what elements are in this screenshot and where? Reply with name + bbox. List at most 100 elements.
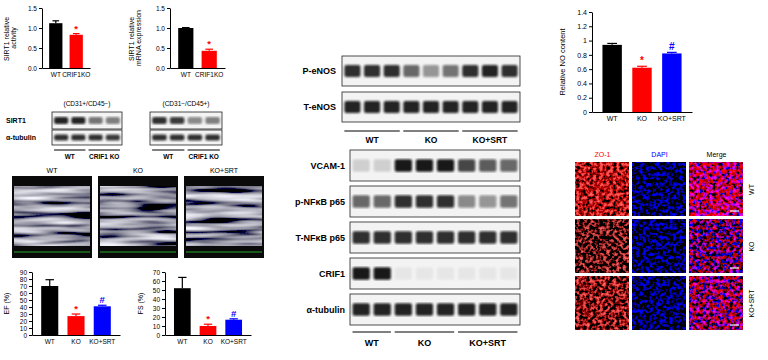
group-line	[89, 150, 120, 151]
if-image	[689, 162, 743, 216]
group-line	[353, 332, 391, 333]
group-label: KO+SRT	[469, 338, 506, 348]
y-tick: 50	[153, 287, 165, 294]
blot-frame	[350, 186, 520, 217]
blot-band	[54, 135, 68, 141]
bar-chart: 0.00.51.01.5WTCRIF1KO*SIRT1 relative act…	[3, 5, 91, 78]
blot-band	[479, 159, 496, 171]
error-bar	[98, 305, 107, 306]
blot-band	[403, 65, 419, 77]
error-bar	[73, 34, 80, 35]
tick-label: 70	[153, 269, 161, 276]
blot-row-label: α-tubulin	[306, 305, 345, 315]
tick-mark	[589, 41, 592, 42]
error-cap	[178, 277, 186, 278]
y-axis: 0.00.51.01.5	[28, 5, 43, 72]
tick-mark	[589, 12, 592, 13]
blot-band	[374, 195, 391, 207]
y-tick: 60	[153, 278, 165, 285]
if-image	[575, 219, 629, 273]
tick-label: WT	[181, 71, 191, 78]
tick-label: KO+SRT	[221, 338, 247, 345]
plot-area	[49, 21, 83, 68]
plot-area	[602, 43, 681, 112]
blot-band	[500, 195, 517, 207]
significance: *	[74, 303, 78, 314]
blot-band	[71, 135, 85, 141]
y-tick: 70	[20, 283, 32, 290]
blot-band	[106, 117, 120, 124]
x-axis-line	[33, 335, 121, 336]
x-tick: WT	[51, 71, 61, 78]
tick-mark	[29, 293, 32, 294]
western-blot: SIRT1α-tubulin(CD31+/CD45−)WTCRIF1 KO(CD…	[6, 100, 222, 160]
group-label: WT	[365, 338, 379, 348]
y-axis: 010203040506070	[153, 269, 166, 339]
significance: *	[74, 23, 78, 34]
y-tick: 0	[23, 332, 32, 339]
group-label: WT	[65, 153, 75, 160]
blot-band	[443, 101, 459, 113]
blot-band	[416, 159, 433, 171]
error-stem	[182, 277, 183, 288]
blot-band	[353, 159, 370, 171]
y-tick: 20	[153, 314, 165, 321]
blot-band	[188, 117, 203, 124]
tick-label: WT	[607, 115, 619, 122]
y-tick: 10	[20, 325, 32, 332]
tick-label: 50	[20, 297, 28, 304]
y-tick: 1.4	[577, 9, 592, 16]
tick-mark	[39, 68, 42, 69]
tick-label: KO	[203, 338, 212, 345]
tick-mark	[162, 281, 165, 282]
tick-label: 60	[153, 278, 161, 285]
tick-mark	[167, 48, 170, 49]
y-axis: 00.20.40.60.811.21.4	[577, 9, 592, 116]
tick-label: 40	[20, 304, 28, 311]
tick-mark	[162, 308, 165, 309]
tick-label: 30	[20, 311, 28, 318]
tick-mark	[167, 68, 170, 69]
tick-label: KO	[71, 338, 80, 345]
blot-band	[443, 65, 459, 77]
if-image	[575, 276, 629, 330]
x-tick: KO	[203, 338, 212, 345]
axis-title: FS (%)	[137, 293, 145, 315]
y-tick: 0.0	[28, 65, 42, 72]
tick-mark	[29, 272, 32, 273]
tick-mark	[589, 83, 592, 84]
tick-mark	[29, 335, 32, 336]
y-tick: 30	[20, 311, 32, 318]
blot-band	[437, 303, 454, 315]
blot-band	[170, 117, 185, 124]
blot-band	[416, 267, 433, 279]
blot-band	[423, 65, 439, 77]
y-axis: 0102030405060708090	[20, 269, 33, 339]
blot-row-label: T-eNOS	[303, 102, 336, 112]
axis-title-line: activity	[10, 27, 18, 49]
echo-label: KO	[133, 167, 144, 174]
tick-mark	[162, 299, 165, 300]
row-label: WT	[748, 183, 755, 195]
blot-row-label: T-NFκB p65	[295, 233, 345, 243]
blot-frame	[350, 294, 520, 325]
tick-label: 0.0	[156, 65, 165, 72]
y-tick: 90	[20, 269, 32, 276]
blot-band	[384, 65, 400, 77]
y-tick: 30	[153, 305, 165, 312]
blot-frame	[52, 112, 122, 129]
blot-row-label: SIRT1	[6, 117, 26, 124]
tick-mark	[589, 112, 592, 113]
scale-bar	[730, 210, 739, 211]
blot-band	[500, 267, 517, 279]
bar	[67, 316, 84, 335]
bar	[49, 23, 62, 68]
bar	[602, 45, 621, 112]
blot-band	[416, 195, 433, 207]
y-axis-line	[42, 9, 43, 69]
tick-label: 1.0	[28, 25, 37, 32]
group-line	[188, 150, 220, 151]
y-tick: 0	[583, 109, 592, 116]
tick-mark	[589, 69, 592, 70]
tick-label: 0.6	[577, 66, 587, 73]
